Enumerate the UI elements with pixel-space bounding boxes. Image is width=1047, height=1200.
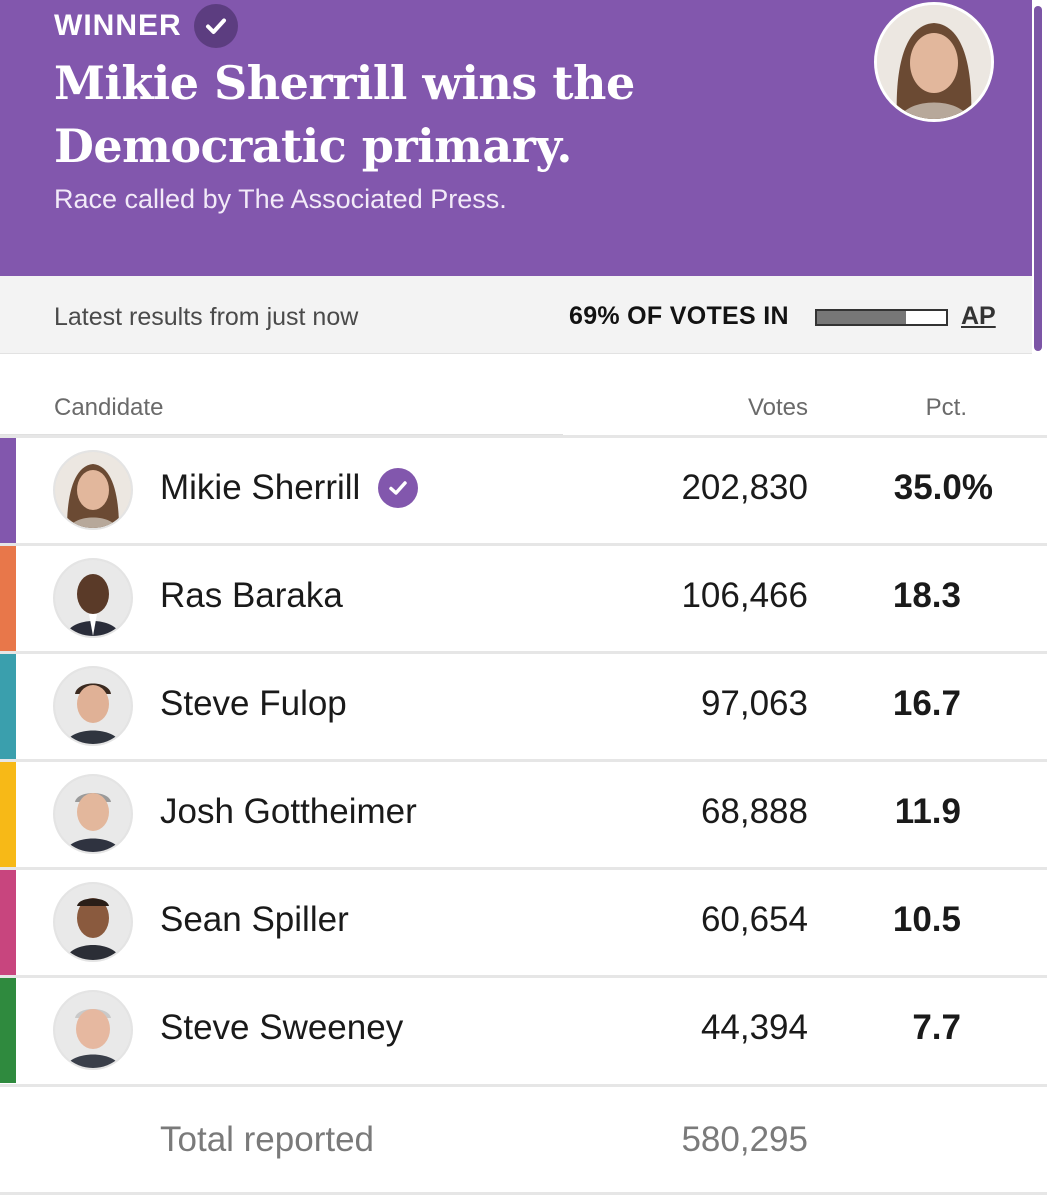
candidate-avatar xyxy=(53,450,133,530)
headline-line-2: Democratic primary. xyxy=(54,119,572,173)
winner-avatar xyxy=(874,2,994,122)
candidate-name: Steve Sweeney xyxy=(160,1008,404,1047)
headline: Mikie Sherrill wins the Democratic prima… xyxy=(54,52,674,178)
total-reported-label: Total reported xyxy=(160,1120,375,1159)
candidate-name: Josh Gottheimer xyxy=(160,792,417,831)
winner-row: WINNER xyxy=(54,4,238,48)
candidate-avatar xyxy=(53,774,133,854)
candidate-row: Steve Fulop 97,063 16.7 xyxy=(0,651,1047,759)
candidate-votes: 202,830 xyxy=(681,468,808,507)
candidate-name: Mikie Sherrill xyxy=(160,468,361,507)
candidate-pct: 18.3 xyxy=(892,576,961,615)
candidate-votes: 44,394 xyxy=(700,1008,808,1047)
candidate-name-cell: Josh Gottheimer xyxy=(160,792,417,832)
candidate-row: Josh Gottheimer 68,888 11.9 xyxy=(0,759,1047,867)
results-status-bar: Latest results from just now 69% OF VOTE… xyxy=(0,276,1032,354)
candidate-votes: 97,063 xyxy=(700,684,808,723)
votes-in-progress-bar xyxy=(815,309,948,326)
candidate-votes: 60,654 xyxy=(700,900,808,939)
candidate-avatar xyxy=(53,558,133,638)
candidate-color-bar xyxy=(0,438,16,543)
candidate-avatar xyxy=(53,882,133,962)
candidate-pct: 16.7 xyxy=(892,684,961,723)
winner-checkmark-icon xyxy=(378,468,419,508)
total-divider xyxy=(0,1084,1047,1087)
race-called-note: Race called by The Associated Press. xyxy=(54,184,507,214)
candidate-color-bar xyxy=(0,546,16,651)
candidate-row: Steve Sweeney 44,394 7.7 xyxy=(0,975,1047,1083)
candidate-pct: 11.9 xyxy=(894,792,961,831)
candidate-color-bar xyxy=(0,978,16,1083)
winner-banner: WINNER Mikie Sherrill wins the Democrati… xyxy=(0,0,1032,276)
candidate-row: Mikie Sherrill 202,830 35.0% xyxy=(0,435,1047,543)
bottom-divider xyxy=(0,1192,1047,1195)
votes-in-progress-fill xyxy=(817,311,906,324)
candidate-pct: 35.0% xyxy=(893,468,993,507)
candidate-name-cell: Steve Fulop xyxy=(160,684,347,724)
candidate-votes: 106,466 xyxy=(681,576,808,615)
candidate-color-bar xyxy=(0,870,16,975)
ap-source-link[interactable]: AP xyxy=(961,302,996,330)
candidate-name: Ras Baraka xyxy=(160,576,343,615)
total-reported-votes: 580,295 xyxy=(681,1120,808,1159)
candidate-name-cell: Mikie Sherrill xyxy=(160,468,419,508)
candidate-avatar xyxy=(53,666,133,746)
candidate-pct: 7.7 xyxy=(912,1008,961,1047)
candidate-color-bar xyxy=(0,762,16,867)
candidate-name: Steve Fulop xyxy=(160,684,347,723)
candidate-pct: 10.5 xyxy=(892,900,961,939)
checkmark-icon xyxy=(193,4,238,48)
votes-column-header: Votes xyxy=(747,394,808,421)
candidate-row: Sean Spiller 60,654 10.5 xyxy=(0,867,1047,975)
pct-column-header: Pct. xyxy=(925,394,967,421)
candidate-name-cell: Sean Spiller xyxy=(160,900,349,940)
headline-line-1: Mikie Sherrill wins the xyxy=(54,56,635,110)
scrollbar-thumb[interactable] xyxy=(1034,6,1042,351)
candidate-column-header: Candidate xyxy=(54,394,164,421)
candidate-name-cell: Ras Baraka xyxy=(160,576,343,616)
candidate-row: Ras Baraka 106,466 18.3 xyxy=(0,543,1047,651)
winner-label: WINNER xyxy=(54,9,182,42)
candidate-avatar xyxy=(53,990,133,1070)
candidate-votes: 68,888 xyxy=(700,792,808,831)
candidate-name: Sean Spiller xyxy=(160,900,349,939)
votes-in-label: 69% OF VOTES IN xyxy=(569,302,789,330)
last-updated-text: Latest results from just now xyxy=(54,303,359,331)
candidate-name-cell: Steve Sweeney xyxy=(160,1008,403,1048)
candidate-color-bar xyxy=(0,654,16,759)
